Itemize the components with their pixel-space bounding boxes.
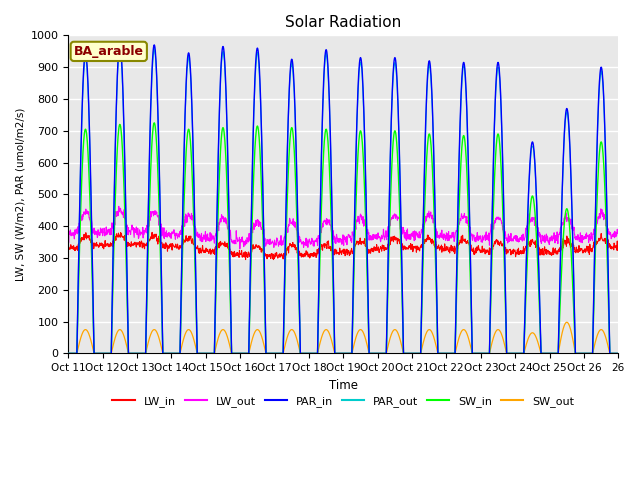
X-axis label: Time: Time	[329, 379, 358, 392]
Y-axis label: LW, SW (W/m2), PAR (umol/m2/s): LW, SW (W/m2), PAR (umol/m2/s)	[15, 108, 25, 281]
Title: Solar Radiation: Solar Radiation	[285, 15, 401, 30]
Legend: LW_in, LW_out, PAR_in, PAR_out, SW_in, SW_out: LW_in, LW_out, PAR_in, PAR_out, SW_in, S…	[108, 392, 579, 411]
Text: BA_arable: BA_arable	[74, 45, 144, 58]
